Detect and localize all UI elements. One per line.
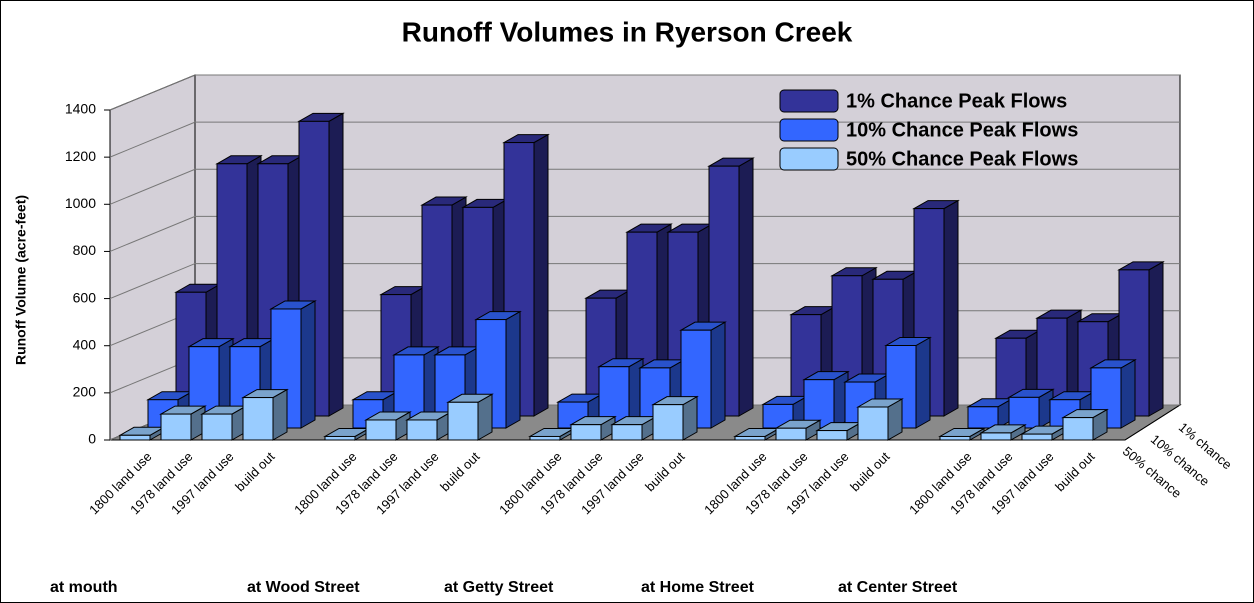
bar bbox=[200, 405, 248, 441]
legend-swatch bbox=[779, 89, 839, 113]
bar-side bbox=[943, 199, 959, 417]
grid-line bbox=[109, 215, 1180, 252]
bar-front bbox=[324, 435, 356, 441]
grid-line bbox=[109, 168, 1180, 205]
bar bbox=[159, 405, 207, 441]
group-label: at Center Street bbox=[838, 579, 958, 596]
grid-line bbox=[109, 121, 1180, 158]
bar bbox=[966, 397, 1014, 429]
bar-front bbox=[1008, 396, 1040, 429]
y-tick-label: 1400 bbox=[65, 101, 96, 117]
y-tick-label: 1200 bbox=[65, 148, 96, 164]
bar-side bbox=[505, 310, 521, 429]
bar-side bbox=[1120, 359, 1136, 429]
group-label: at Home Street bbox=[641, 579, 755, 596]
y-tick-label: 200 bbox=[73, 384, 97, 400]
bar-front bbox=[967, 406, 999, 429]
bar bbox=[938, 427, 986, 441]
bar-side bbox=[738, 157, 754, 417]
bar-front bbox=[160, 413, 192, 441]
bar-front bbox=[734, 435, 766, 441]
bar-side bbox=[710, 321, 726, 429]
group-label: at Getty Street bbox=[444, 579, 554, 596]
group-label: at Wood Street bbox=[247, 579, 360, 596]
bar bbox=[405, 411, 453, 441]
bar-side bbox=[1148, 260, 1164, 417]
bar bbox=[446, 393, 494, 441]
bar-front bbox=[611, 424, 643, 441]
bar-side bbox=[300, 300, 316, 429]
group-label: at mouth bbox=[50, 579, 118, 596]
legend-label: 50% Chance Peak Flows bbox=[846, 148, 1078, 170]
bar-side bbox=[915, 336, 931, 429]
bar-front bbox=[201, 413, 233, 441]
bar bbox=[241, 388, 289, 441]
bar-front bbox=[816, 430, 848, 441]
bar bbox=[856, 398, 904, 441]
depth-axis bbox=[1124, 404, 1181, 441]
y-tick-label: 400 bbox=[73, 336, 97, 352]
bar bbox=[802, 370, 850, 429]
bar-front bbox=[980, 432, 1012, 441]
y-axis-label: Runoff Volume (acre-feet) bbox=[13, 195, 29, 365]
bar-side bbox=[328, 112, 344, 417]
bar-front bbox=[119, 434, 151, 441]
bar bbox=[364, 411, 412, 441]
bar bbox=[1061, 408, 1109, 441]
bar-front bbox=[529, 435, 561, 441]
bar bbox=[1117, 260, 1165, 417]
bar bbox=[761, 395, 809, 429]
bar-front bbox=[652, 404, 684, 441]
bar-side bbox=[272, 388, 288, 441]
bar-side bbox=[533, 133, 549, 417]
y-tick-label: 600 bbox=[73, 289, 97, 305]
bar-front bbox=[447, 401, 479, 441]
bar-front bbox=[775, 427, 807, 441]
bar bbox=[1007, 388, 1055, 429]
bar-front bbox=[242, 397, 274, 441]
chart-title: Runoff Volumes in Ryerson Creek bbox=[402, 16, 853, 47]
y-tick-label: 800 bbox=[73, 242, 97, 258]
y-tick-label: 0 bbox=[88, 431, 96, 447]
legend-label: 10% Chance Peak Flows bbox=[846, 119, 1078, 141]
bar bbox=[774, 419, 822, 441]
bar bbox=[569, 415, 617, 441]
bar-front bbox=[406, 419, 438, 441]
legend-swatch bbox=[779, 147, 839, 171]
bar bbox=[651, 395, 699, 441]
bar-front bbox=[365, 419, 397, 441]
bar-front bbox=[857, 406, 889, 441]
legend-label: 1% Chance Peak Flows bbox=[846, 90, 1067, 112]
bar-front bbox=[1021, 433, 1053, 441]
legend-swatch bbox=[779, 118, 839, 142]
bar bbox=[912, 199, 960, 417]
bar-front bbox=[570, 424, 602, 441]
y-tick-label: 1000 bbox=[65, 195, 96, 211]
bar bbox=[979, 424, 1027, 441]
bar-front bbox=[1062, 417, 1094, 441]
grid-line bbox=[109, 263, 1180, 300]
grid-line bbox=[109, 74, 1180, 111]
bar-front bbox=[939, 435, 971, 441]
